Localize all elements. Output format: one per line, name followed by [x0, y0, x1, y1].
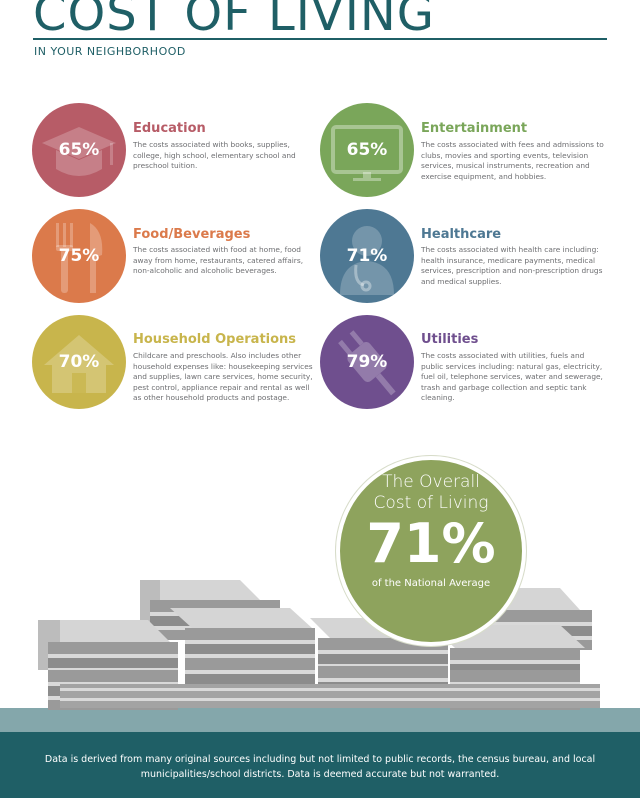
- healthcare-percent: 71%: [346, 246, 388, 266]
- house-icon: [44, 335, 114, 393]
- television-icon: [331, 125, 403, 181]
- food-beverages-circle: 75%: [32, 209, 126, 303]
- entertainment-percent: 65%: [346, 140, 388, 160]
- overall-cost-circle: The Overall Cost of Living 71% of the Na…: [336, 456, 526, 646]
- page-subtitle: IN YOUR NEIGHBORHOOD: [34, 45, 186, 58]
- entertainment-description: The costs associated with fees and admis…: [421, 140, 604, 181]
- graduation-cap-icon: [42, 127, 116, 176]
- food-beverages-percent: 75%: [58, 246, 100, 266]
- page-title: COST OF LIVING: [33, 0, 435, 42]
- utilities-percent: 79%: [346, 352, 388, 372]
- doctor-icon: [340, 226, 394, 295]
- healthcare-title: Healthcare: [421, 227, 502, 242]
- household-operations-title: Household Operations: [133, 332, 297, 347]
- money-stacks-illustration: [38, 580, 600, 710]
- footer-accent-band: [0, 708, 640, 732]
- overall-caption: of the National Average: [371, 578, 491, 589]
- healthcare-circle: 71%: [320, 209, 414, 303]
- household-operations-description: Childcare and preschools. Also includes …: [133, 351, 313, 402]
- utilities-description: The costs associated with utilities, fue…: [421, 351, 603, 402]
- education-title: Education: [133, 121, 206, 136]
- entertainment-title: Entertainment: [421, 121, 528, 136]
- education-circle: 65%: [32, 103, 126, 197]
- household-operations-percent: 70%: [58, 352, 100, 372]
- overall-percent: 71%: [366, 512, 496, 575]
- entertainment-circle: 65%: [320, 103, 414, 197]
- education-description: The costs associated with books, supplie…: [133, 140, 296, 170]
- utilities-title: Utilities: [421, 332, 479, 347]
- footer: Data is derived from many original sourc…: [0, 732, 640, 798]
- footer-disclaimer: Data is derived from many original sourc…: [44, 754, 596, 780]
- education-percent: 65%: [58, 140, 100, 160]
- food-beverages-description: The costs associated with food at home, …: [133, 245, 304, 275]
- title-divider: [33, 38, 607, 40]
- overall-line1: The Overall: [382, 472, 480, 492]
- healthcare-description: The costs associated with health care in…: [421, 245, 603, 286]
- fork-knife-icon: [56, 223, 103, 293]
- utilities-circle: 79%: [320, 315, 414, 409]
- household-operations-circle: 70%: [32, 315, 126, 409]
- food-beverages-title: Food/Beverages: [133, 227, 251, 242]
- plug-icon: [338, 330, 396, 396]
- overall-line2: Cost of Living: [373, 493, 489, 513]
